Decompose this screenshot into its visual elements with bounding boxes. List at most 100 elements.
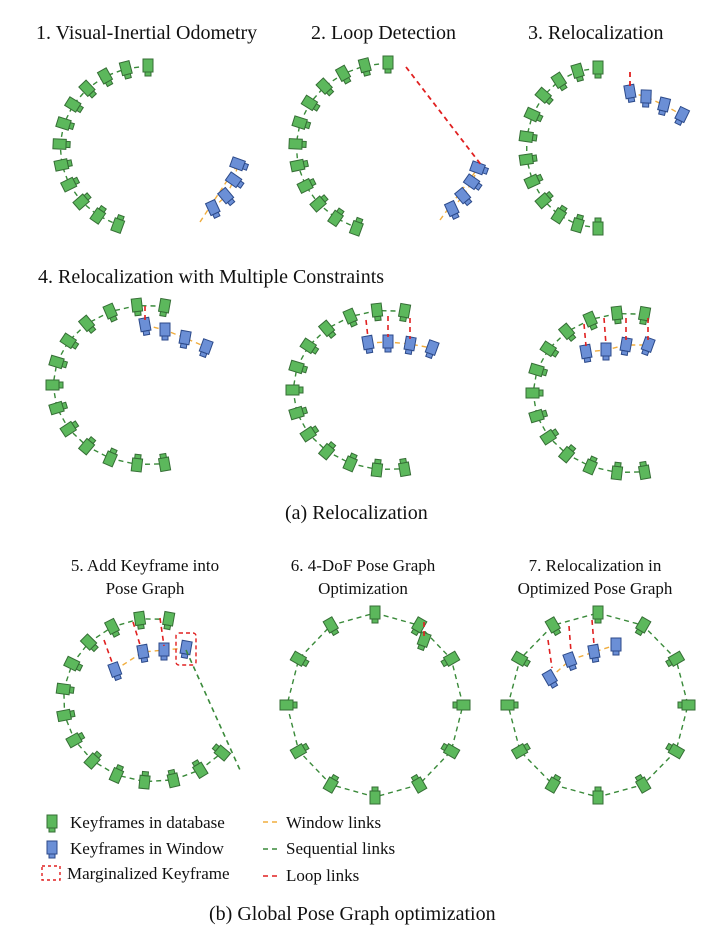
panel-5-title-line2: Pose Graph bbox=[105, 579, 185, 598]
legend-green-camera-icon bbox=[46, 814, 58, 833]
green-camera-icon bbox=[191, 759, 209, 780]
green-camera-icon bbox=[118, 59, 133, 80]
blue-camera-icon bbox=[138, 316, 152, 336]
legend-window-links-label: Window links bbox=[286, 813, 382, 832]
blue-camera-icon bbox=[600, 342, 612, 361]
green-camera-icon bbox=[83, 750, 103, 770]
green-camera-icon bbox=[288, 359, 309, 375]
legend-kf-win-label: Keyframes in Window bbox=[70, 839, 224, 858]
green-camera-icon bbox=[382, 55, 394, 74]
green-camera-icon bbox=[110, 213, 126, 234]
legend-blue-camera-icon bbox=[46, 840, 58, 859]
green-camera-icon bbox=[279, 699, 298, 711]
green-camera-icon bbox=[138, 770, 151, 790]
p5-loop-link bbox=[103, 639, 114, 666]
green-camera-icon bbox=[592, 60, 604, 79]
green-camera-icon bbox=[288, 405, 309, 421]
green-camera-icon bbox=[539, 428, 560, 446]
green-camera-icon bbox=[557, 322, 577, 343]
green-camera-icon bbox=[416, 631, 432, 652]
blue-camera-icon bbox=[178, 329, 192, 349]
green-camera-icon bbox=[637, 305, 652, 326]
legend-loop-links-label: Loop links bbox=[286, 866, 360, 885]
green-camera-icon bbox=[315, 77, 335, 97]
green-camera-icon bbox=[510, 742, 531, 760]
green-camera-icon bbox=[665, 742, 686, 760]
green-camera-icon bbox=[570, 62, 585, 83]
green-camera-icon bbox=[322, 773, 340, 794]
green-camera-icon bbox=[211, 743, 232, 762]
legend-kf-db-label: Keyframes in database bbox=[70, 813, 225, 832]
green-camera-icon bbox=[317, 319, 337, 340]
p5-window-links bbox=[114, 647, 187, 671]
green-camera-icon bbox=[59, 176, 81, 193]
green-camera-icon bbox=[582, 455, 598, 476]
blue-camera-icon bbox=[216, 186, 236, 207]
p7-loop-link bbox=[591, 619, 595, 646]
blue-camera-icon bbox=[640, 336, 656, 357]
green-camera-icon bbox=[289, 742, 310, 760]
green-camera-icon bbox=[342, 307, 358, 328]
p4b-loop-link bbox=[365, 319, 369, 339]
blue-camera-icon bbox=[462, 173, 483, 191]
blue-camera-icon bbox=[361, 334, 375, 354]
green-camera-icon bbox=[634, 616, 652, 637]
p4b-window-links bbox=[367, 341, 433, 349]
green-camera-icon bbox=[65, 731, 86, 749]
green-camera-icon bbox=[592, 605, 604, 624]
blue-camera-icon bbox=[541, 668, 559, 689]
panel-7-title-line2: Optimized Pose Graph bbox=[517, 579, 673, 598]
green-camera-icon bbox=[348, 216, 364, 237]
green-camera-icon bbox=[77, 314, 97, 335]
green-camera-icon bbox=[102, 302, 118, 323]
green-camera-icon bbox=[570, 213, 585, 234]
green-camera-icon bbox=[528, 408, 549, 424]
green-camera-icon bbox=[78, 79, 98, 99]
green-camera-icon bbox=[544, 773, 562, 794]
green-camera-icon bbox=[300, 94, 321, 112]
green-camera-icon bbox=[157, 452, 172, 473]
green-camera-icon bbox=[677, 699, 696, 711]
blue-camera-icon bbox=[158, 642, 170, 661]
green-camera-icon bbox=[103, 617, 121, 638]
green-camera-icon bbox=[634, 773, 652, 794]
green-camera-icon bbox=[130, 453, 144, 473]
green-camera-icon bbox=[130, 297, 144, 317]
green-camera-icon bbox=[288, 138, 307, 150]
green-camera-icon bbox=[77, 435, 97, 456]
green-camera-icon bbox=[48, 354, 69, 370]
green-camera-icon bbox=[299, 425, 320, 443]
green-camera-icon bbox=[59, 332, 80, 350]
panel-5-title: 5. Add Keyframe into Pose Graph bbox=[50, 554, 240, 600]
green-camera-icon bbox=[357, 57, 372, 77]
blue-camera-icon bbox=[224, 171, 245, 189]
green-camera-icon bbox=[96, 67, 114, 88]
blue-camera-icon bbox=[587, 643, 601, 663]
green-camera-icon bbox=[108, 763, 125, 785]
p5-loop-link bbox=[159, 617, 165, 647]
panel-2-title: 2. Loop Detection bbox=[311, 22, 456, 44]
p7-loop-link bbox=[547, 639, 553, 669]
green-camera-icon bbox=[665, 650, 686, 668]
panel-3-title: 3. Relocalization bbox=[528, 22, 664, 44]
green-camera-icon bbox=[285, 384, 304, 396]
blue-camera-icon bbox=[204, 198, 221, 219]
p7-window-links bbox=[549, 644, 617, 679]
p3-window-links bbox=[629, 91, 683, 116]
green-camera-icon bbox=[142, 58, 154, 77]
green-camera-icon bbox=[309, 194, 329, 213]
green-camera-icon bbox=[610, 305, 624, 325]
p1-sequential-links bbox=[59, 65, 149, 226]
green-camera-icon bbox=[592, 786, 604, 805]
green-camera-icon bbox=[534, 86, 554, 106]
p2-window-links bbox=[439, 167, 479, 221]
blue-camera-icon bbox=[136, 643, 150, 663]
green-camera-icon bbox=[610, 461, 624, 481]
green-camera-icon bbox=[327, 207, 345, 228]
green-camera-icon bbox=[53, 158, 73, 172]
p4a-window-links bbox=[144, 324, 207, 348]
green-camera-icon bbox=[59, 420, 80, 438]
blue-camera-icon bbox=[443, 199, 460, 220]
panel-4-title: 4. Relocalization with Multiple Constrai… bbox=[38, 266, 385, 288]
